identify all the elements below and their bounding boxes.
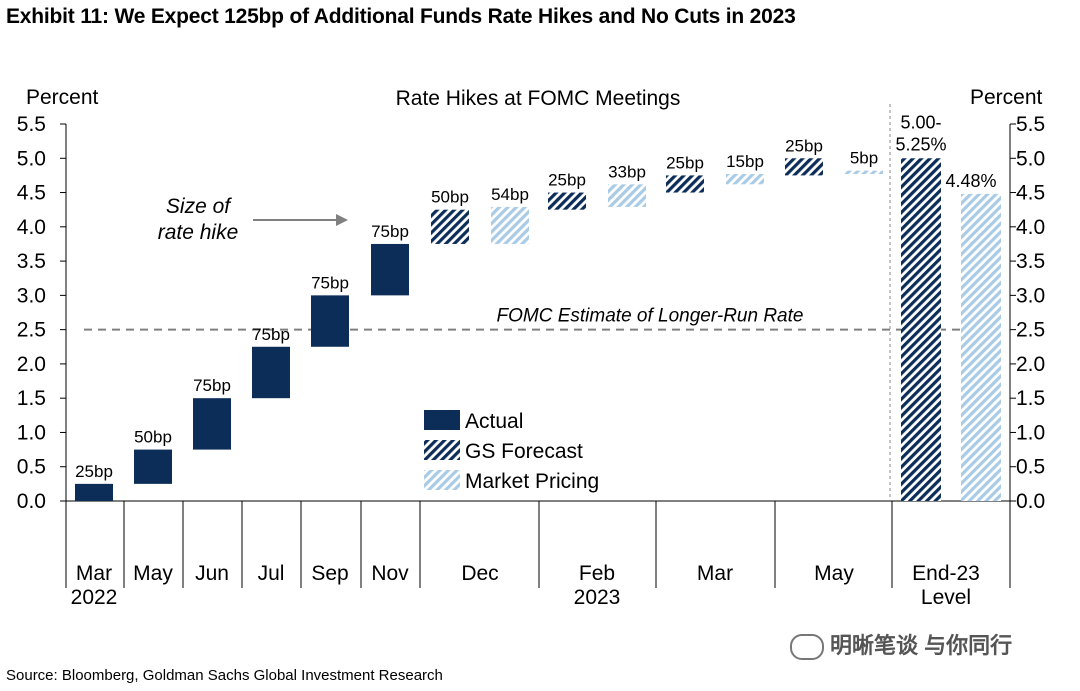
- left-tick-label: 5.0: [17, 147, 46, 170]
- reference-line-label: FOMC Estimate of Longer-Run Rate: [497, 306, 804, 327]
- left-tick-label: 1.0: [17, 421, 46, 444]
- chart-subtitle: Rate Hikes at FOMC Meetings: [396, 87, 681, 110]
- x-category-label: Dec: [461, 562, 498, 585]
- wechat-logo-icon: [790, 634, 824, 661]
- left-tick-label: 0.0: [17, 490, 46, 513]
- data-label: 25bp: [785, 136, 823, 155]
- bar-actual: [193, 398, 231, 450]
- data-label: 50bp: [431, 188, 469, 207]
- watermark-text: 明晰笔谈 与你同行: [830, 633, 1013, 658]
- x-category-label: Jun: [195, 562, 229, 585]
- x-category-label: Jul: [258, 562, 285, 585]
- legend-label-gs-forecast: GS Forecast: [465, 440, 583, 463]
- wechat-watermark: 明晰笔谈 与你同行: [790, 628, 1013, 661]
- bar-gs-forecast: [666, 175, 704, 193]
- bar-market-pricing: [845, 170, 883, 175]
- page-title: Exhibit 11: We Expect 125bp of Additiona…: [6, 5, 796, 28]
- x-year-label: Level: [921, 586, 971, 609]
- legend-swatch-gs-forecast: [424, 440, 460, 460]
- left-tick-label: 3.5: [17, 250, 46, 273]
- right-axis-label: Percent: [970, 86, 1043, 109]
- left-tick-label: 2.0: [17, 353, 46, 376]
- bar-actual: [134, 449, 172, 484]
- right-tick-label: 0.5: [1016, 456, 1045, 479]
- bar-actual: [252, 346, 290, 399]
- right-tick-label: 4.5: [1016, 182, 1045, 205]
- bar-actual: [371, 243, 409, 296]
- data-label: 5.25%: [895, 134, 946, 154]
- data-label: 33bp: [608, 162, 646, 181]
- left-tick-label: 4.0: [17, 216, 46, 239]
- bar-gs-forecast: [431, 209, 469, 244]
- rate-hike-chart: Percent Percent Rate Hikes at FOMC Meeti…: [17, 86, 1045, 609]
- right-tick-label: 2.0: [1016, 353, 1045, 376]
- data-label: 5bp: [850, 149, 878, 168]
- right-tick-label: 3.5: [1016, 250, 1045, 273]
- right-tick-label: 3.0: [1016, 284, 1045, 307]
- x-category-label: May: [133, 562, 173, 585]
- data-label: 75bp: [252, 325, 290, 344]
- bar-market-pricing: [726, 174, 764, 185]
- bar-market-pricing: [491, 206, 529, 244]
- legend-label-actual: Actual: [465, 410, 523, 433]
- left-tick-label: 3.0: [17, 284, 46, 307]
- annotation-size-of-hike-line1: Size of: [166, 195, 232, 218]
- data-label: 4.48%: [945, 171, 996, 191]
- data-label: 75bp: [311, 273, 349, 292]
- bar-gs-forecast: [548, 192, 586, 210]
- left-axis-label: Percent: [26, 86, 99, 109]
- right-tick-label: 2.5: [1016, 319, 1045, 342]
- x-category-label: Sep: [311, 562, 348, 585]
- right-tick-label: 1.0: [1016, 421, 1045, 444]
- bar-gs-forecast: [785, 158, 823, 176]
- right-tick-label: 1.5: [1016, 387, 1045, 410]
- legend-swatch-market-pricing: [424, 470, 460, 490]
- bar-market-pricing: [961, 193, 1001, 501]
- x-category-label: Mar: [76, 562, 112, 585]
- x-year-label: 2022: [71, 586, 118, 609]
- data-label: 75bp: [371, 222, 409, 241]
- right-tick-label: 5.0: [1016, 147, 1045, 170]
- bar-gs-forecast: [901, 158, 941, 502]
- legend-label-market-pricing: Market Pricing: [465, 470, 599, 493]
- data-label: 5.00-: [900, 112, 941, 132]
- right-tick-label: 0.0: [1016, 490, 1045, 513]
- x-year-label: 2023: [574, 586, 621, 609]
- data-label: 25bp: [666, 153, 704, 172]
- data-label: 54bp: [491, 185, 529, 204]
- data-label: 25bp: [548, 171, 586, 190]
- x-category-label: May: [814, 562, 854, 585]
- left-tick-label: 2.5: [17, 319, 46, 342]
- left-tick-label: 5.5: [17, 113, 46, 136]
- left-tick-label: 1.5: [17, 387, 46, 410]
- x-category-label: Mar: [697, 562, 733, 585]
- data-label: 50bp: [134, 428, 172, 447]
- bar-market-pricing: [608, 184, 646, 207]
- data-label: 15bp: [726, 152, 764, 171]
- bar-actual: [311, 295, 349, 347]
- legend-swatch-actual: [424, 410, 460, 430]
- right-tick-label: 4.0: [1016, 216, 1045, 239]
- legend: Actual GS Forecast Market Pricing: [424, 410, 599, 493]
- x-category-label: Feb: [579, 562, 615, 585]
- x-category-label: End-23: [912, 562, 980, 585]
- source-note: Source: Bloomberg, Goldman Sachs Global …: [6, 667, 443, 684]
- bar-actual: [75, 483, 113, 501]
- annotation-size-of-hike-line2: rate hike: [158, 221, 239, 244]
- left-tick-label: 4.5: [17, 182, 46, 205]
- x-category-label: Nov: [371, 562, 409, 585]
- data-label: 25bp: [75, 462, 113, 481]
- data-label: 75bp: [193, 376, 231, 395]
- annotation-arrow: [253, 214, 348, 226]
- right-tick-label: 5.5: [1016, 113, 1045, 136]
- left-tick-label: 0.5: [17, 456, 46, 479]
